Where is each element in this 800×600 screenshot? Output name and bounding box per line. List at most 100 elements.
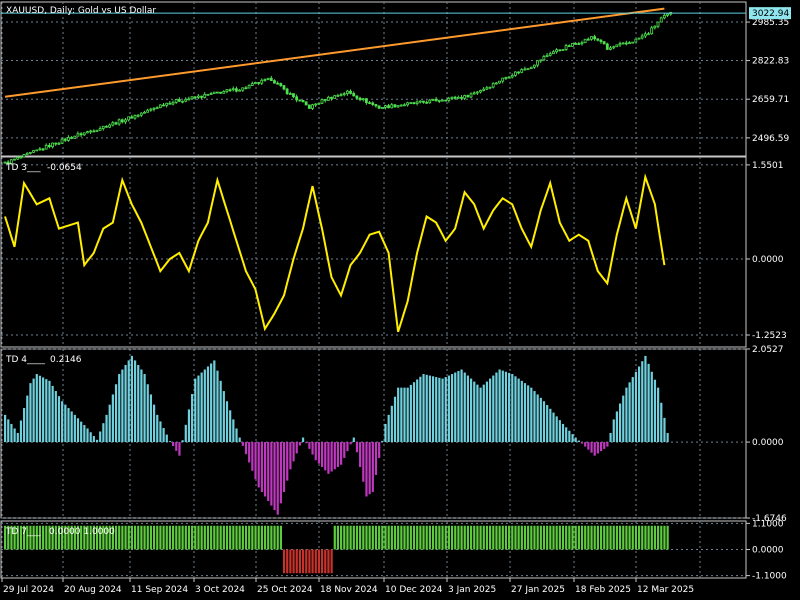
price-panel[interactable]: XAUUSD, Daily: Gold vs US Dollar 2985.35… (1, 2, 791, 165)
td4-bar (301, 437, 305, 443)
td7-bar (492, 525, 495, 550)
td7-bar (657, 525, 660, 550)
td7-bar (83, 525, 86, 550)
candle (260, 79, 264, 84)
td7-bar (7, 525, 10, 550)
candle (532, 64, 536, 68)
td7-bar (450, 525, 454, 550)
td4-bar (568, 430, 571, 443)
td4-bar (482, 384, 485, 443)
candle (352, 93, 356, 97)
td7-bar (609, 525, 612, 550)
td4-bar (666, 433, 669, 443)
td4-bar (61, 401, 64, 443)
td4-panel[interactable]: TD 4____ 0.2146 2.0527 0.0000 -1.6746 (1, 345, 787, 524)
td4-bar (454, 372, 457, 443)
td4-bar (289, 442, 292, 470)
candle (434, 98, 438, 102)
candle (650, 27, 654, 35)
td4-bar (343, 442, 346, 458)
candle (659, 17, 663, 23)
candle (187, 98, 191, 101)
td4-bar (184, 424, 187, 443)
candle (35, 149, 39, 152)
td7-values: 0.0000 1.0000 (49, 527, 115, 537)
td7-bar (48, 525, 51, 550)
td7-bar (67, 525, 70, 550)
td7-bar (612, 525, 615, 550)
td4-y-axis: 2.0527 0.0000 -1.6746 (746, 345, 787, 524)
td7-bar (32, 525, 35, 550)
td7-bar (596, 525, 599, 550)
td7-bar (327, 549, 330, 574)
candle (364, 98, 368, 104)
td7-bar (587, 525, 590, 550)
candle (63, 138, 67, 141)
td7-bar (568, 525, 571, 550)
candle (98, 128, 102, 131)
candle (143, 111, 146, 114)
trendline[interactable] (4, 7, 665, 98)
td4-bar (511, 374, 514, 443)
candle (231, 88, 235, 91)
td4-bar (501, 370, 504, 443)
td7-bar (216, 525, 219, 550)
candle (269, 77, 273, 81)
candle (139, 112, 143, 116)
td4-bar (555, 416, 558, 443)
td4-label: TD 4____ (5, 355, 46, 365)
td4-bar (267, 442, 270, 502)
td7-bar (143, 525, 146, 550)
td4-bar (317, 442, 321, 464)
td4-bar (263, 442, 267, 497)
td7-panel[interactable]: TD 7___ 0.0000 1.0000 1.1000 0.0000 -1.100… (1, 519, 787, 582)
td7-bar (615, 525, 619, 550)
candle (124, 119, 127, 123)
td4-bar (495, 372, 498, 443)
candle (662, 14, 666, 19)
td4-bar (618, 403, 622, 443)
candle (361, 98, 365, 101)
td7-bar (282, 549, 286, 574)
td7-bar (501, 525, 504, 550)
td7-bar (260, 525, 263, 550)
candle (263, 79, 267, 81)
td7-bar (590, 525, 593, 550)
candle (101, 125, 105, 129)
td7-bar (95, 525, 99, 550)
td7-bar (298, 549, 302, 574)
candle (273, 80, 276, 84)
td4-bar (229, 410, 232, 443)
td7-bar (324, 549, 327, 574)
candle (44, 144, 48, 150)
td7-bar (156, 525, 159, 550)
candle (475, 91, 479, 94)
td4-bar (653, 379, 657, 443)
td7-bar (374, 525, 378, 550)
candle (276, 82, 280, 85)
td4-bar (393, 396, 397, 443)
candle (437, 99, 441, 102)
candle (326, 96, 330, 101)
candle (203, 94, 207, 98)
td7-bar (390, 525, 393, 550)
td4-bar (54, 391, 57, 443)
td4-bar (359, 442, 362, 468)
td4-bar (159, 421, 162, 443)
candle (460, 96, 463, 99)
td7-bar (476, 525, 479, 550)
td7-bar (225, 525, 229, 550)
td7-bar (359, 525, 362, 550)
td3-panel[interactable]: TD 3___ -0.0654 1.5501 0.0000 -1.2523 (1, 157, 787, 347)
td7-bar (520, 525, 523, 550)
td4-bar (336, 442, 340, 468)
td4-bar (16, 433, 19, 443)
td7-bar (140, 525, 143, 550)
td4-bar (530, 387, 533, 443)
td4-bar (381, 440, 384, 443)
td7-histogram (4, 525, 669, 574)
candle (577, 43, 581, 45)
candle (510, 75, 514, 78)
candle (520, 69, 524, 73)
